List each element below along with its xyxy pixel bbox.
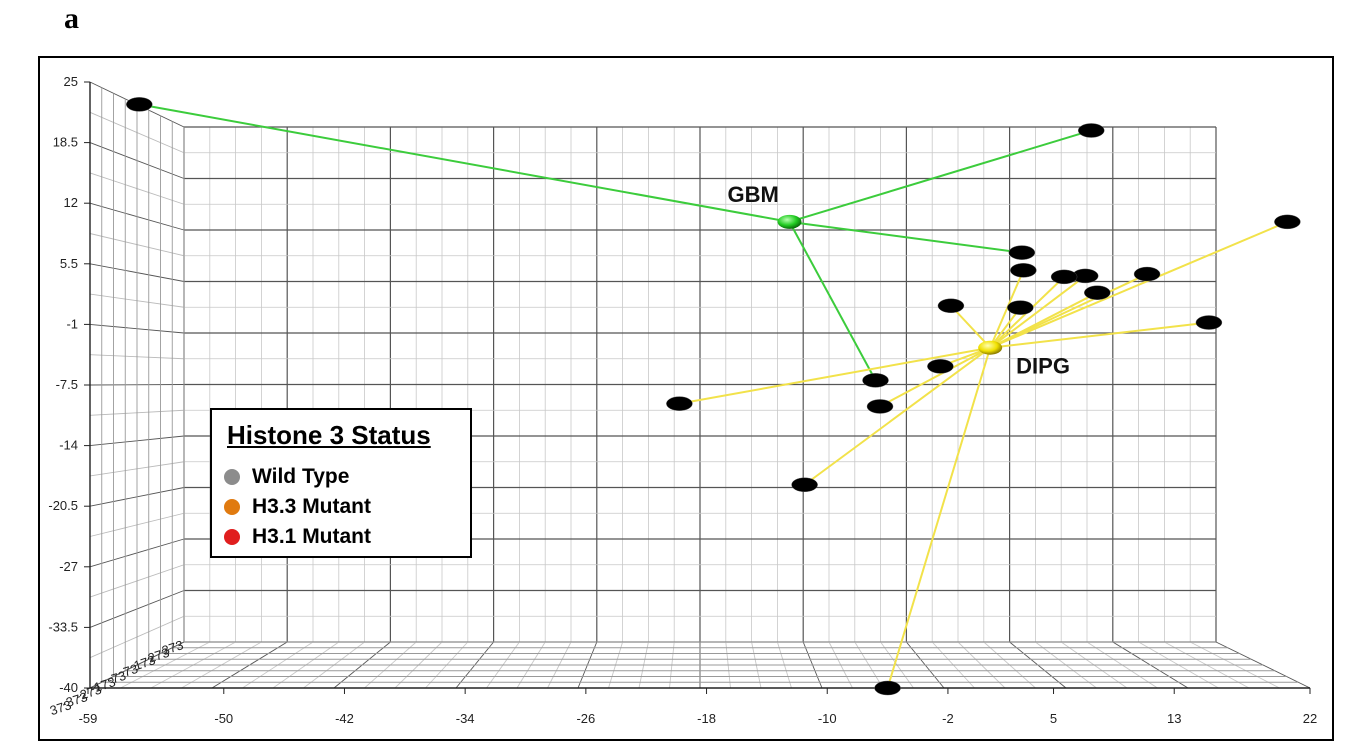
legend-item-h31-mutant: H3.1 Mutant	[224, 524, 371, 550]
data-point	[874, 680, 901, 696]
y-tick-label: -33.5	[48, 619, 78, 634]
data-point	[1010, 263, 1037, 278]
y-tick-label: 12	[64, 195, 78, 210]
legend-item-h33-mutant: H3.3 Mutant	[224, 494, 371, 520]
depth-tick-label: -73	[105, 668, 128, 688]
panel-label: a	[64, 2, 79, 35]
cluster-link-dipg	[989, 273, 1148, 349]
cluster-links	[139, 103, 1288, 689]
legend-marker-h31-mutant	[224, 529, 240, 545]
data-point	[1195, 315, 1223, 330]
x-tick-label: -26	[576, 711, 595, 726]
y-tick-label: 5.5	[60, 256, 78, 271]
cluster-link-gbm	[789, 220, 1022, 254]
y-tick-label: -40	[59, 680, 78, 695]
data-point	[927, 359, 954, 374]
cluster-label-gbm: GBM	[728, 182, 779, 207]
cluster-link-dipg	[886, 347, 992, 689]
cluster-link-dipg	[989, 275, 1086, 349]
data-point	[1133, 266, 1161, 282]
data-point	[1050, 269, 1078, 285]
cluster-labels: GBM DIPG	[728, 182, 1070, 379]
data-point	[1084, 285, 1111, 300]
cluster-link-dipg	[679, 346, 991, 405]
x-tick-label: -42	[335, 711, 354, 726]
cluster-link-dipg	[879, 346, 991, 408]
y-tick-label: -20.5	[48, 498, 78, 513]
y-tick-label: -7.5	[56, 377, 78, 392]
legend-title: Histone 3 Status	[227, 420, 431, 450]
cluster-link-dipg	[989, 291, 1098, 349]
data-point	[126, 97, 153, 112]
x-tick-label: -34	[456, 711, 475, 726]
depth-tick-label: 273	[146, 645, 171, 666]
cluster-link-dipg	[804, 346, 991, 486]
y-tick-label: -27	[59, 559, 78, 574]
data-point	[1078, 123, 1105, 138]
chart-frame	[38, 56, 1334, 741]
legend-marker-wild-type	[224, 469, 240, 485]
depth-tick-label: 373	[160, 637, 185, 658]
data-points	[126, 97, 1301, 696]
cluster-link-dipg	[989, 220, 1288, 349]
x-tick-label: -2	[942, 711, 954, 726]
cluster-link-dipg	[950, 305, 991, 349]
cluster-link-dipg	[989, 269, 1025, 349]
x-tick-label: -10	[818, 711, 837, 726]
depth-tick-label: 373	[48, 697, 73, 718]
data-point	[862, 373, 889, 388]
x-tick-label: 13	[1167, 711, 1181, 726]
data-point	[1274, 214, 1301, 230]
data-point	[937, 298, 965, 313]
data-point	[1007, 300, 1034, 315]
grid	[89, 81, 1311, 689]
centroid-dipg	[978, 340, 1003, 355]
cluster-link-gbm	[788, 221, 877, 381]
x-tick-label: -18	[697, 711, 716, 726]
legend-marker-h33-mutant	[224, 499, 240, 515]
depth-tick-label: 73	[121, 661, 139, 680]
x-tick-label: -59	[79, 711, 98, 726]
cluster-link-gbm	[139, 103, 790, 223]
y-tick-label: -1	[66, 316, 78, 331]
centroid-gbm	[777, 214, 802, 229]
x-tick-label: -50	[214, 711, 233, 726]
data-point	[1008, 245, 1036, 260]
cluster-link-dipg	[990, 321, 1210, 349]
cluster-link-gbm	[789, 129, 1092, 223]
legend-label: H3.3 Mutant	[252, 495, 372, 518]
x-tick-label: 22	[1303, 711, 1317, 726]
y-tick-label: 25	[64, 74, 78, 89]
y-tick-label: -14	[59, 438, 78, 453]
x-tick-label: 5	[1050, 711, 1057, 726]
legend-label: Wild Type	[252, 465, 350, 488]
legend-item-wild-type: Wild Type	[224, 464, 349, 490]
legend-label: H3.1 Mutant	[252, 525, 372, 548]
legend: Histone 3 Status Wild Type H3.3 Mutant H…	[210, 408, 472, 558]
depth-tick-label: 173	[132, 652, 157, 673]
y-tick-label: 18.5	[53, 135, 78, 150]
data-point	[866, 399, 894, 414]
data-point	[791, 477, 818, 492]
cluster-label-dipg: DIPG	[1016, 354, 1070, 379]
data-point	[666, 396, 693, 411]
